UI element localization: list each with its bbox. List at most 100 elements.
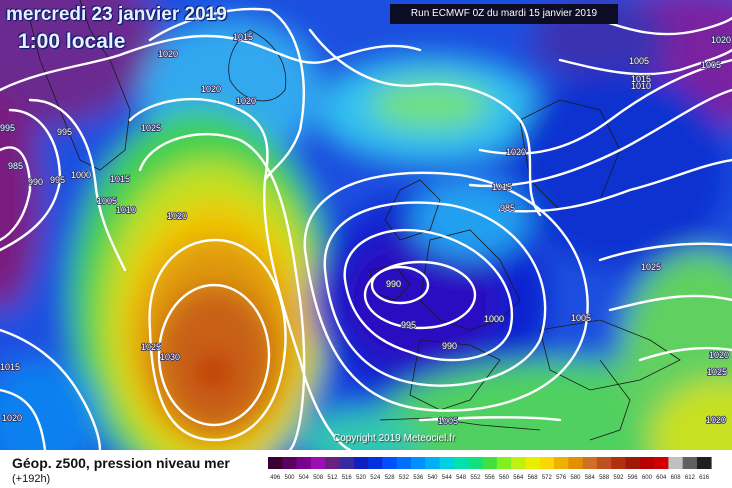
legend-subtitle: (+192h) <box>12 473 51 485</box>
map-canvas: 1015 1020 1020 1020 1025 995 995 985 990… <box>0 0 732 450</box>
scale-swatch <box>539 457 555 469</box>
isobar-label: 1025 <box>141 123 161 133</box>
legend-title: Géop. z500, pression niveau mer <box>12 455 230 471</box>
scale-swatch <box>453 457 469 469</box>
scale-tick-label: 600 <box>642 475 653 481</box>
scale-tick-label: 552 <box>470 475 481 481</box>
scale-tick-label: 516 <box>342 475 353 481</box>
scale-swatch <box>639 457 655 469</box>
scale-swatch <box>411 457 426 469</box>
scale-swatch <box>568 457 583 469</box>
scale-tick-label: 540 <box>427 475 438 481</box>
isobar-label: 1015 <box>631 74 651 84</box>
scale-tick-label: 524 <box>370 475 381 481</box>
scale-tick-label: 560 <box>499 475 510 481</box>
isobar-label: 995 <box>57 127 72 137</box>
scale-tick-label: 556 <box>485 475 496 481</box>
scale-swatch <box>582 457 598 469</box>
isobar-label: 990 <box>386 279 401 289</box>
scale-swatch <box>596 457 612 469</box>
scale-tick-label: 496 <box>270 475 281 481</box>
coastlines <box>29 0 681 441</box>
isobar-label: 985 <box>500 203 515 213</box>
scale-swatch <box>611 457 626 469</box>
forecast-time: 1:00 locale <box>18 30 126 53</box>
forecast-date: mercredi 23 janvier 2019 <box>6 4 227 25</box>
isobar-label: 1005 <box>97 196 117 206</box>
scale-swatch <box>654 457 669 469</box>
scale-tick-label: 532 <box>399 475 410 481</box>
isobar-label: 1010 <box>631 81 651 91</box>
isobar-label: 1000 <box>71 170 91 180</box>
weather-map: 1015 1020 1020 1020 1025 995 995 985 990… <box>0 0 732 450</box>
isobar-label: 1020 <box>706 415 726 425</box>
isobar-label: 995 <box>401 320 416 330</box>
scale-swatch <box>525 457 540 469</box>
scale-tick-label: 528 <box>385 475 396 481</box>
isobar-label: 1020 <box>158 49 178 59</box>
scale-tick-label: 596 <box>628 475 639 481</box>
isobar-label: 1015 <box>233 32 253 42</box>
isobar-label: 1015 <box>0 362 20 372</box>
scale-tick-label: 508 <box>313 475 324 481</box>
scale-swatch <box>697 457 712 469</box>
scale-swatch <box>339 457 355 469</box>
scale-tick-label: 520 <box>356 475 367 481</box>
scale-tick-label: 536 <box>413 475 424 481</box>
scale-tick-label: 604 <box>656 475 667 481</box>
isobars <box>0 7 732 450</box>
scale-swatch <box>310 457 326 469</box>
isobar-label: 1015 <box>110 174 130 184</box>
scale-swatch <box>468 457 483 469</box>
isobar-label: 1020 <box>506 147 526 157</box>
scale-tick-label: 504 <box>299 475 310 481</box>
scale-tick-label: 580 <box>570 475 581 481</box>
isobar-label: 1030 <box>160 352 180 362</box>
isobar-label: 1020 <box>167 211 187 221</box>
scale-swatch <box>439 457 455 469</box>
scale-swatch <box>482 457 498 469</box>
scale-tick-label: 612 <box>685 475 696 481</box>
scale-swatch <box>325 457 340 469</box>
scale-tick-label: 544 <box>442 475 453 481</box>
isobar-label: 995 <box>0 123 15 133</box>
scale-tick-label: 616 <box>699 475 710 481</box>
isobar-label: 1020 <box>201 84 221 94</box>
scale-swatch <box>425 457 440 469</box>
scale-tick-label: 564 <box>513 475 524 481</box>
scale-tick-label: 512 <box>327 475 338 481</box>
isobar-labels: 1015 1020 1020 1020 1025 995 995 985 990… <box>0 31 732 427</box>
scale-swatch <box>353 457 369 469</box>
isobar-label: 985 <box>8 161 23 171</box>
scale-tick-label: 500 <box>284 475 295 481</box>
isobar-label: 1020 <box>709 350 729 360</box>
isobar-label: 1005 <box>701 60 721 70</box>
isobar-label: 1025 <box>641 262 661 272</box>
isobar-label: 1010 <box>116 205 136 215</box>
copyright-notice: Copyright 2019 Meteociel.fr <box>333 433 456 444</box>
legend-footer: Géop. z500, pression niveau mer (+192h) … <box>0 450 732 488</box>
isobar-label: 990 <box>442 341 457 351</box>
scale-tick-label: 584 <box>585 475 596 481</box>
scale-swatch <box>268 457 283 469</box>
scale-tick-label: 588 <box>599 475 610 481</box>
scale-swatch <box>511 457 526 469</box>
scale-swatch <box>625 457 641 469</box>
scale-tick-label: 608 <box>671 475 682 481</box>
scale-swatch <box>496 457 512 469</box>
scale-swatch <box>282 457 297 469</box>
geopotential-field <box>0 0 732 450</box>
isobar-label: 1015 <box>492 182 512 192</box>
scale-tick-label: 548 <box>456 475 467 481</box>
scale-tick-label: 592 <box>613 475 624 481</box>
model-run-info: Run ECMWF 0Z du mardi 15 janvier 2019 <box>390 4 618 24</box>
scale-swatch <box>296 457 312 469</box>
isobar-label: 1025 <box>141 342 161 352</box>
scale-tick-label: 572 <box>542 475 553 481</box>
isobar-label: 990 <box>28 177 43 187</box>
scale-swatch <box>396 457 412 469</box>
isobar-label: 1025 <box>707 367 727 377</box>
scale-swatch <box>368 457 383 469</box>
isobar-label: 1005 <box>629 56 649 66</box>
isobar-label: 1020 <box>2 413 22 423</box>
